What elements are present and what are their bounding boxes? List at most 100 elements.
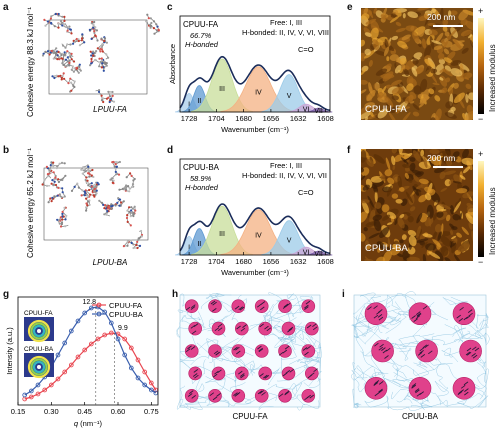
afm-domain (363, 227, 368, 232)
afm-domain (391, 149, 398, 154)
atom (73, 40, 77, 43)
data-point (22, 392, 28, 398)
hard-segment (278, 393, 284, 398)
afm-domain (409, 157, 416, 162)
afm-domain (369, 111, 374, 117)
data-point (62, 340, 68, 346)
afm-domain (450, 229, 454, 236)
afm-domain (396, 253, 403, 258)
atom (102, 203, 105, 206)
panel-e: e 200 nm CPUU-FA + − Increased modulus (345, 0, 500, 140)
afm-domain (453, 239, 458, 244)
soft-chain (412, 395, 433, 408)
atom (78, 63, 81, 66)
afm-domain (413, 52, 423, 59)
atom (114, 163, 117, 166)
hard-segment (284, 391, 289, 396)
series-line-CPUU-FA (24, 332, 157, 400)
soft-chain (183, 394, 217, 410)
afm-domain (434, 250, 444, 261)
atom (60, 221, 64, 224)
atom (66, 60, 69, 63)
panel-label: g (3, 289, 10, 300)
afm-domain (407, 11, 419, 19)
peak-label: II (197, 241, 201, 248)
data-point (55, 376, 61, 382)
afm-domain (364, 258, 374, 261)
data-point (95, 336, 101, 342)
hard-segment (417, 352, 423, 356)
afm-domain (373, 154, 386, 164)
hard-domain (364, 377, 388, 400)
atom (146, 13, 149, 16)
soft-chain (466, 381, 489, 408)
hard-segment (471, 353, 476, 357)
afm-domain (391, 79, 402, 86)
atom (54, 176, 57, 179)
hard-segment (288, 326, 294, 331)
atom (59, 225, 63, 228)
hard-segment (212, 301, 217, 306)
atom (118, 188, 121, 191)
afm-domain (413, 175, 420, 183)
afm-domain (453, 82, 459, 89)
atom (133, 177, 136, 181)
hard-segment (240, 327, 246, 332)
atom (60, 196, 63, 199)
hard-segment (282, 372, 288, 377)
afm-domain (380, 14, 387, 20)
afm-domain (451, 235, 457, 240)
afm-domain (419, 78, 428, 93)
atom (61, 187, 64, 190)
hard-segment (191, 304, 196, 309)
afm-domain (434, 95, 441, 102)
legend-label: CPUU-FA (109, 301, 142, 310)
hard-domain (188, 366, 203, 381)
afm-domain (443, 40, 449, 49)
atom (101, 62, 104, 65)
afm-domain (373, 219, 382, 232)
atom (66, 43, 69, 46)
hard-segment (215, 351, 220, 356)
hard-domain (408, 377, 432, 400)
data-point (28, 394, 34, 400)
atom (80, 194, 83, 197)
afm-domain (444, 112, 457, 119)
plot-frame (179, 15, 331, 113)
atom (52, 161, 55, 164)
atom (57, 50, 60, 54)
afm-domain (469, 33, 473, 47)
hard-segment (214, 327, 220, 332)
data-point (148, 380, 154, 386)
atom (88, 203, 91, 206)
atom (87, 172, 90, 175)
atom (61, 210, 64, 213)
data-point (148, 387, 154, 393)
atom (112, 160, 115, 164)
atom (64, 46, 67, 49)
afm-domain (459, 175, 466, 180)
atom (87, 200, 90, 203)
colorbar (478, 18, 484, 114)
plot-frame (17, 296, 159, 406)
afm-domain (367, 195, 375, 208)
atom (98, 199, 101, 202)
atom (55, 47, 58, 50)
peak-annotation: 9.9 (118, 325, 128, 332)
atom (59, 55, 62, 59)
soft-chain (353, 372, 389, 393)
afm-domain (425, 64, 432, 75)
atom (85, 176, 88, 179)
afm-domain (361, 175, 366, 181)
peak-label: VI (303, 250, 310, 257)
hard-segment (424, 344, 429, 349)
afm-domain (391, 35, 399, 41)
panel-a: a Cohesive energy 88.3 kJ mol⁻¹ LPUU-FA (0, 0, 160, 140)
atom (53, 180, 56, 183)
cohesive-energy-label: Cohesive energy 65.2 kJ mol⁻¹ (26, 148, 35, 258)
atom (52, 50, 55, 54)
atom (96, 47, 99, 50)
afm-domain (461, 157, 473, 166)
data-point (115, 336, 121, 342)
atom (87, 170, 90, 173)
